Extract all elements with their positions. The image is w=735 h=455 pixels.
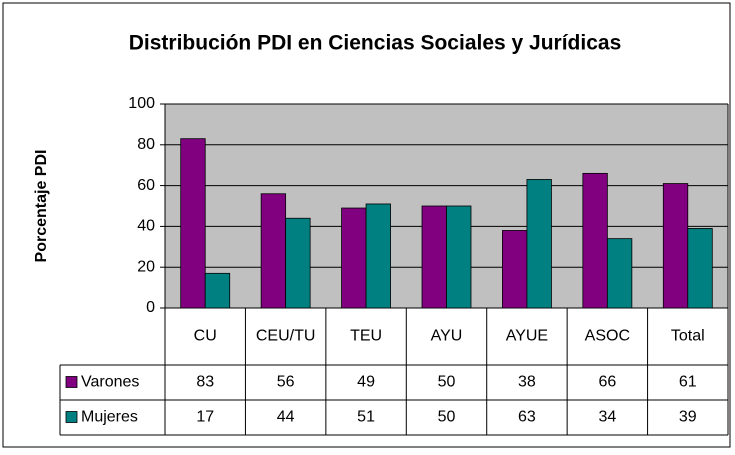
y-tick-label: 80 [137, 136, 155, 153]
bar [204, 272, 231, 309]
table-value: 56 [277, 374, 295, 391]
table-value: 17 [196, 409, 214, 426]
table-value: 51 [357, 409, 375, 426]
bar [341, 207, 367, 309]
legend-label: Varones [81, 374, 139, 391]
y-tick-label: 40 [137, 218, 155, 235]
bar [502, 230, 528, 309]
bar [365, 203, 391, 309]
x-tick-label: ASOC [585, 328, 630, 345]
table-value: 39 [679, 409, 697, 426]
x-tick-label: CEU/TU [256, 328, 316, 345]
bar [582, 172, 608, 309]
x-tick-label: AYU [431, 328, 463, 345]
legend-key [65, 411, 78, 423]
table-value: 38 [518, 374, 536, 391]
y-tick-label: 60 [137, 177, 155, 194]
legend-key [65, 376, 78, 388]
bar [446, 205, 472, 309]
bar [662, 183, 689, 309]
x-tick-label: Total [671, 328, 705, 345]
table-value: 49 [357, 374, 375, 391]
bar [285, 217, 311, 309]
bar [526, 179, 552, 309]
table-value: 61 [679, 374, 697, 391]
bar [180, 138, 206, 309]
bar [606, 238, 633, 309]
bar [260, 193, 287, 309]
table-value: 50 [438, 374, 456, 391]
table-value: 34 [598, 409, 616, 426]
table-value: 44 [277, 409, 295, 426]
bar [421, 205, 447, 309]
legend-label: Mujeres [81, 409, 138, 426]
y-tick-label: 100 [128, 95, 155, 112]
bar [687, 228, 713, 309]
x-tick-label: TEU [350, 328, 382, 345]
y-tick-label: 0 [146, 299, 155, 316]
chart-title: Distribución PDI en Ciencias Sociales y … [129, 32, 622, 55]
table-value: 63 [518, 409, 536, 426]
table-value: 50 [438, 409, 456, 426]
table-value: 66 [598, 374, 616, 391]
x-tick-label: CU [194, 328, 217, 345]
y-axis-label: Porcentaje PDI [33, 150, 50, 263]
table-value: 83 [196, 374, 214, 391]
x-tick-label: AYUE [506, 328, 548, 345]
y-tick-label: 20 [137, 258, 155, 275]
